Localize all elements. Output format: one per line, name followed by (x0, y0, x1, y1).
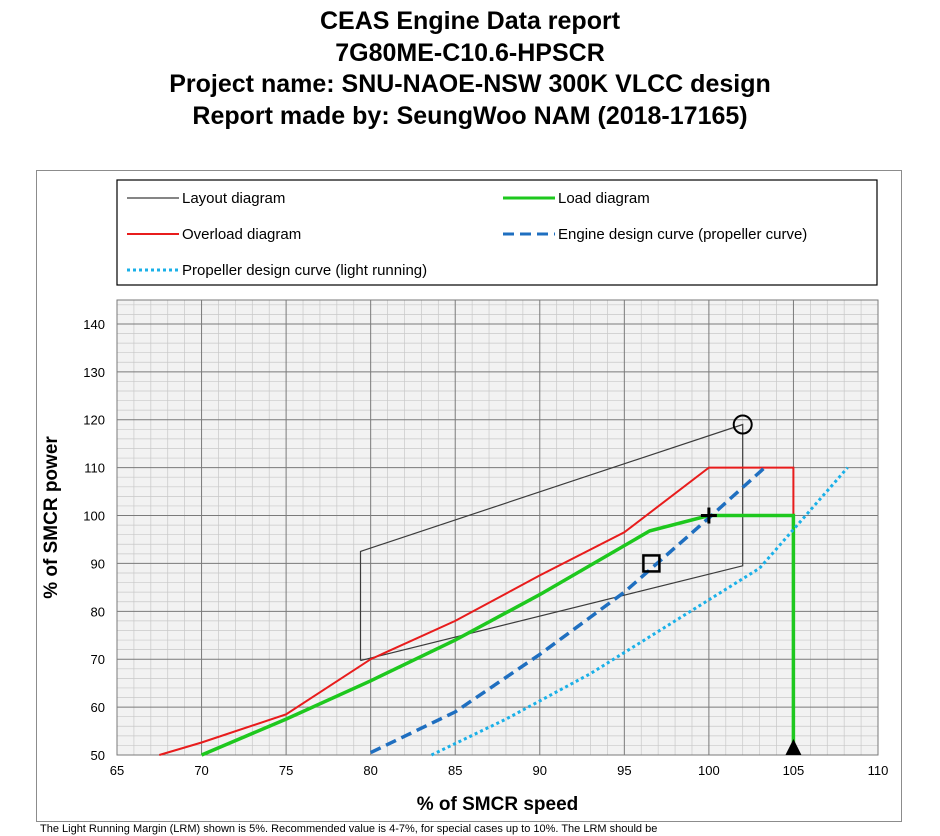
title-line-3: Project name: SNU-NAOE-NSW 300K VLCC des… (169, 70, 771, 98)
series-line-3 (200, 513, 796, 757)
x-tick-label: 110 (868, 763, 889, 778)
y-tick-label: 50 (91, 748, 105, 763)
legend-label-5: Propeller design curve (light running) (182, 262, 427, 279)
legend: Layout diagram Load diagram Overload diagr… (116, 179, 878, 286)
y-tick-label: 140 (83, 317, 105, 332)
x-tick-label: 95 (617, 763, 631, 778)
grid (116, 299, 879, 756)
legend-label-1: Layout diagram (182, 190, 285, 207)
y-tick-label: 80 (91, 604, 105, 619)
smcr-point (700, 507, 717, 524)
x-tick-label: 80 (363, 763, 377, 778)
x-tick-label: 70 (194, 763, 208, 778)
y-tick-label: 110 (84, 461, 105, 476)
plot-background (117, 300, 878, 755)
legend-label-3: Overload diagram (182, 226, 301, 243)
x-tick-label: 65 (110, 763, 124, 778)
series-line-4 (369, 466, 766, 755)
footnote-text: The Light Running Margin (LRM) shown is … (40, 823, 658, 835)
service-point (642, 554, 661, 573)
title-line-1: CEAS Engine Data report (319, 7, 621, 35)
report-title: CEAS Engine Data report 7G80ME-C10.6-HPS… (0, 6, 940, 132)
y-axis-title: % of SMCR power (41, 436, 62, 599)
series-layer (159, 423, 849, 757)
y-tick-label: 120 (83, 413, 105, 428)
x-axis-title: % of SMCR speed (417, 794, 579, 815)
axes: 65 70 75 80 85 90 95 100 105 110 50 60 70 80 90 100 110 1… (41, 317, 888, 815)
marker-layer (642, 414, 802, 755)
title-line-4: Report made by: SeungWoo NAM (2018-17165… (192, 101, 748, 130)
y-tick-label: 130 (83, 365, 105, 380)
x-tick-label: 100 (698, 763, 720, 778)
x-tick-label: 105 (783, 763, 805, 778)
series-line-5 (430, 466, 849, 757)
x-tick-label: 75 (279, 763, 293, 778)
plot-border (116, 299, 879, 756)
legend-label-4: Engine design curve (propeller curve) (558, 226, 807, 243)
y-tick-label: 60 (91, 700, 105, 715)
legend-label-2: Load diagram (558, 190, 650, 207)
y-tick-label: 70 (91, 652, 105, 667)
layout-max-point (732, 414, 753, 435)
x-tick-label: 85 (448, 763, 462, 778)
title-line-2: 7G80ME-C10.6-HPSCR (335, 38, 605, 67)
y-tick-label: 100 (83, 509, 105, 524)
y-tick-label: 90 (91, 556, 105, 571)
legend-box (116, 179, 878, 286)
series-line-2 (159, 466, 795, 756)
x-tick-label: 90 (533, 763, 547, 778)
max-speed-point (785, 739, 802, 755)
